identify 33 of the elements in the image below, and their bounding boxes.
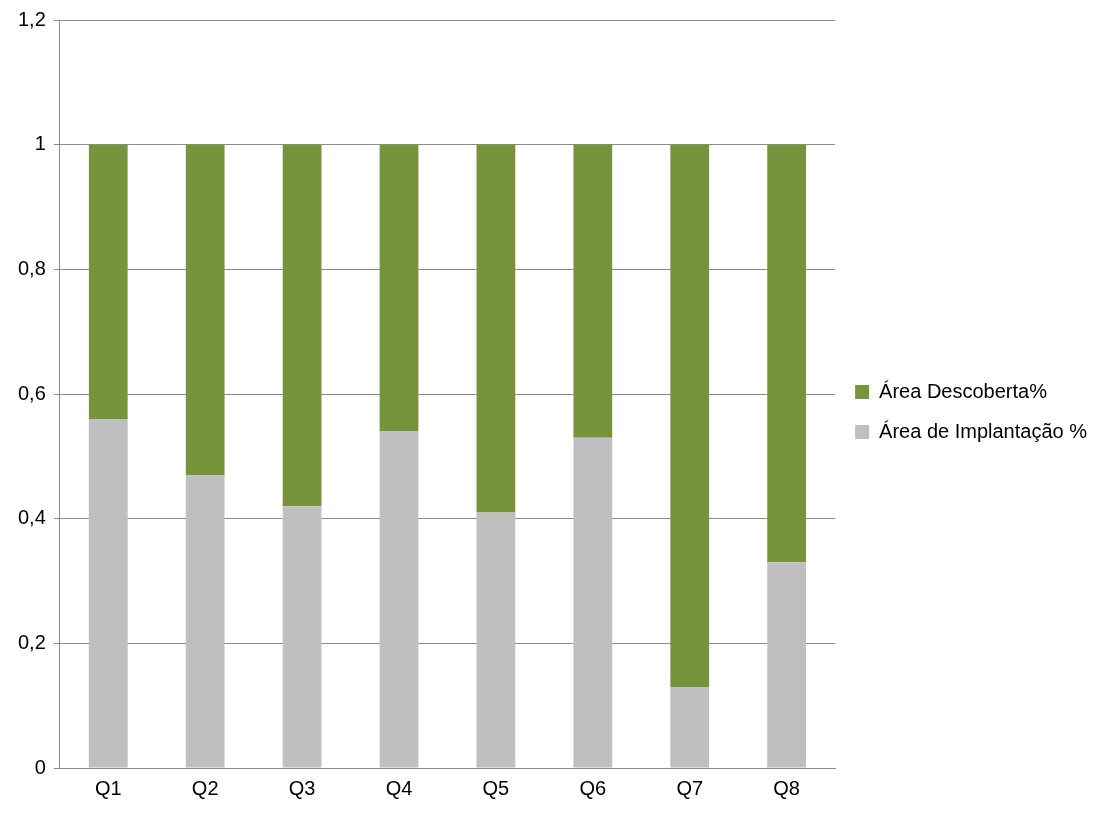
y-tick-label: 0,8 [17, 256, 46, 279]
y-tick-label: 0,4 [17, 506, 46, 529]
bar [573, 144, 613, 438]
bar [670, 686, 710, 768]
bar [767, 144, 807, 563]
x-tick-label: Q5 [482, 776, 510, 799]
y-tick-label: 0 [34, 755, 46, 778]
y-tick-label: 1 [34, 132, 46, 155]
x-tick-label: Q3 [288, 776, 316, 799]
bar [379, 144, 419, 432]
bar [282, 144, 322, 507]
bar [88, 418, 128, 768]
bar [476, 144, 516, 513]
x-tick-label: Q4 [385, 776, 413, 799]
bar [670, 144, 710, 687]
x-tick-label: Q7 [676, 776, 704, 799]
y-tick-label: 0,2 [17, 630, 46, 653]
legend-label: Área Descoberta% [879, 379, 1048, 402]
x-tick-label: Q6 [579, 776, 607, 799]
bar [88, 144, 128, 419]
y-tick-label: 1,2 [17, 7, 46, 30]
legend-label: Área de Implantação % [879, 419, 1088, 442]
bar [573, 437, 613, 768]
bar [767, 562, 807, 768]
y-tick-label: 0,6 [17, 381, 46, 404]
bar [185, 144, 225, 476]
bar [282, 506, 322, 768]
bar [476, 512, 516, 768]
bar [185, 475, 225, 768]
x-tick-label: Q2 [191, 776, 219, 799]
x-tick-label: Q1 [94, 776, 122, 799]
bar [379, 431, 419, 768]
x-tick-label: Q8 [773, 776, 800, 799]
